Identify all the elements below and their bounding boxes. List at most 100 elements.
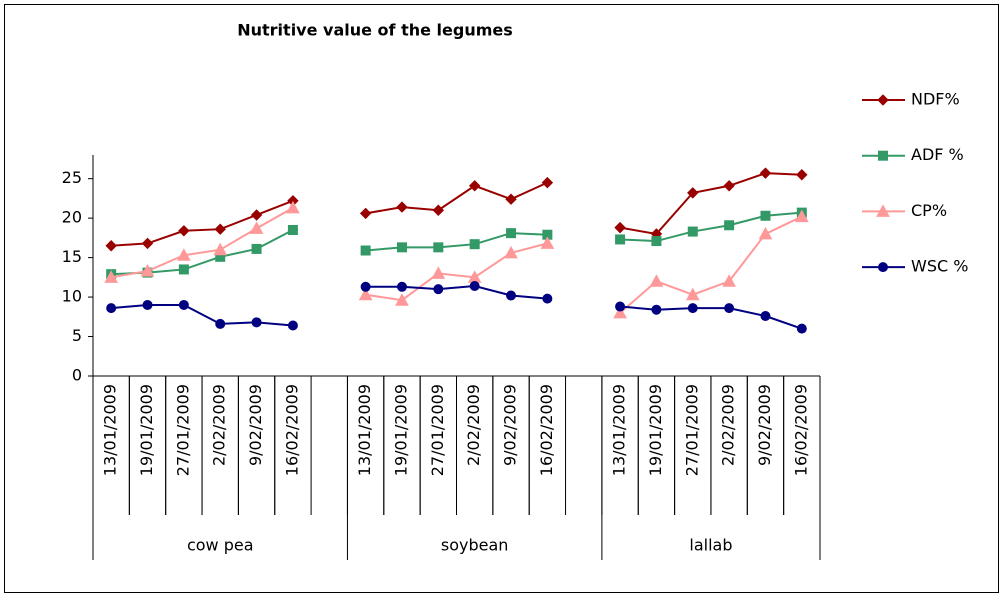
- y-tick-label: 10: [62, 287, 82, 306]
- data-point: [796, 169, 808, 181]
- data-point: [469, 239, 480, 250]
- data-point: [431, 266, 446, 279]
- x-tick-label: 27/01/2009: [682, 384, 701, 476]
- x-tick-label: 27/01/2009: [173, 384, 192, 476]
- data-point: [141, 237, 154, 250]
- data-point: [178, 299, 189, 310]
- data-point: [759, 167, 772, 179]
- data-point: [614, 221, 626, 234]
- data-point: [104, 270, 119, 283]
- data-point: [469, 281, 480, 292]
- data-point: [651, 236, 662, 247]
- data-point: [540, 236, 555, 249]
- series-line: [111, 285, 803, 330]
- data-point: [506, 290, 517, 301]
- y-tick-label: 25: [62, 168, 82, 187]
- data-point: [613, 305, 627, 319]
- data-point: [215, 318, 226, 329]
- data-point: [685, 287, 700, 301]
- x-tick-label: 19/01/2009: [137, 384, 156, 476]
- legend-marker: [876, 204, 890, 217]
- legend-marker: [878, 262, 888, 273]
- series-line: [111, 172, 802, 247]
- chart-border: [4, 4, 999, 593]
- data-point: [760, 311, 771, 322]
- x-tick-label: 13/01/2009: [101, 384, 120, 476]
- data-point: [687, 226, 698, 237]
- data-point: [796, 323, 807, 334]
- data-point: [433, 242, 444, 253]
- data-point: [723, 180, 735, 192]
- data-point: [505, 193, 517, 205]
- group-label: soybean: [441, 536, 509, 555]
- x-tick-label: 9/02/2009: [246, 384, 265, 466]
- chart-title: Nutritive value of the legumes: [237, 21, 513, 40]
- legend-label: ADF %: [911, 145, 964, 164]
- legend-label: CP%: [911, 201, 947, 220]
- data-point: [105, 240, 117, 252]
- group-label: lallab: [689, 536, 732, 555]
- data-point: [178, 264, 189, 275]
- group-label: cow pea: [187, 536, 254, 555]
- y-tick-label: 5: [72, 326, 82, 345]
- data-point: [504, 245, 518, 259]
- x-tick-label: 19/01/2009: [391, 384, 410, 476]
- data-point: [360, 245, 371, 256]
- x-tick-label: 13/01/2009: [610, 384, 629, 476]
- data-point: [287, 320, 298, 331]
- data-point: [396, 201, 408, 213]
- data-point: [395, 293, 409, 306]
- data-point: [249, 221, 264, 234]
- data-point: [214, 223, 226, 235]
- x-tick-label: 13/01/2009: [355, 384, 374, 476]
- data-point: [758, 226, 773, 240]
- data-point: [142, 299, 153, 310]
- data-point: [140, 263, 155, 277]
- data-point: [649, 274, 664, 287]
- data-point: [396, 281, 407, 292]
- data-point: [359, 207, 372, 220]
- y-tick-label: 20: [62, 208, 82, 227]
- data-point: [251, 243, 262, 254]
- legend-label: NDF%: [911, 90, 960, 109]
- x-tick-label: 2/02/2009: [210, 384, 229, 466]
- data-point: [468, 180, 481, 192]
- legend-marker: [878, 150, 888, 161]
- x-tick-label: 9/02/2009: [755, 384, 774, 466]
- data-point: [396, 242, 407, 253]
- data-point: [542, 293, 553, 304]
- x-tick-label: 16/02/2009: [282, 384, 301, 476]
- data-point: [541, 176, 554, 189]
- data-point: [250, 209, 263, 221]
- data-point: [651, 304, 662, 315]
- data-point: [177, 248, 191, 261]
- legend-marker: [877, 94, 889, 106]
- data-point: [287, 224, 298, 235]
- data-point: [286, 200, 300, 214]
- data-point: [251, 317, 262, 328]
- data-point: [106, 303, 117, 314]
- data-point: [687, 187, 699, 199]
- x-tick-label: 2/02/2009: [464, 384, 483, 466]
- x-tick-label: 9/02/2009: [501, 384, 520, 466]
- data-point: [358, 287, 373, 301]
- data-point: [687, 303, 698, 314]
- data-point: [178, 225, 190, 237]
- data-point: [615, 234, 626, 245]
- x-tick-label: 27/01/2009: [428, 384, 447, 476]
- data-point: [506, 228, 517, 239]
- data-point: [213, 242, 228, 256]
- data-point: [724, 220, 735, 231]
- x-tick-label: 16/02/2009: [537, 384, 556, 476]
- legend-label: WSC %: [911, 257, 968, 276]
- data-point: [724, 303, 735, 314]
- data-point: [615, 301, 626, 312]
- data-point: [794, 209, 809, 223]
- data-point: [760, 210, 771, 221]
- x-tick-label: 2/02/2009: [719, 384, 738, 466]
- data-point: [360, 281, 371, 292]
- y-tick-label: 15: [62, 247, 82, 266]
- y-tick-label: 0: [72, 366, 82, 385]
- data-point: [722, 274, 736, 287]
